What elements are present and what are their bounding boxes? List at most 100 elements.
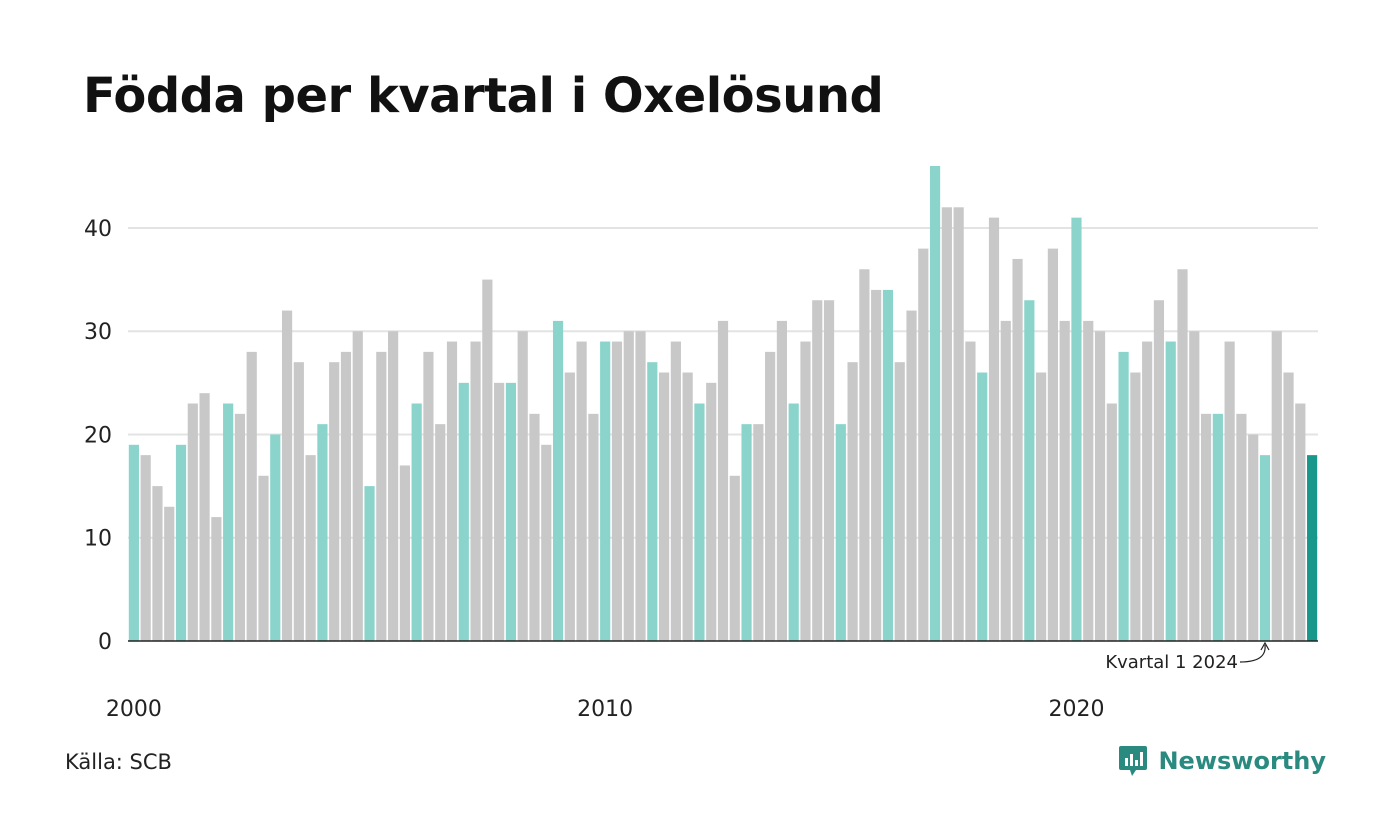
bar (1177, 269, 1188, 641)
bar (281, 310, 293, 641)
bar (906, 310, 917, 641)
bar (694, 403, 705, 641)
bar (941, 207, 952, 641)
bar (458, 382, 469, 641)
bar (965, 341, 976, 641)
bar (1094, 331, 1106, 641)
bar (847, 362, 858, 641)
annotation-label: Kvartal 1 2024 (1105, 652, 1238, 673)
bar (635, 331, 646, 641)
bar (823, 300, 835, 641)
bar (305, 455, 316, 641)
bar (1000, 320, 1011, 641)
bar (623, 331, 634, 641)
axes: 0 10 20 30 40 2000 2010 2020 (84, 217, 1318, 722)
bar (352, 331, 363, 641)
bar (376, 351, 387, 641)
bar (1012, 258, 1023, 641)
bar (588, 413, 599, 641)
bar (600, 341, 611, 641)
bar (340, 351, 352, 641)
bar (564, 372, 575, 641)
bar (1059, 320, 1070, 641)
bar (317, 424, 328, 641)
bar (859, 269, 870, 641)
bar (505, 382, 517, 641)
bar (1236, 413, 1247, 641)
bar (423, 351, 434, 641)
bar (187, 403, 198, 641)
bar (611, 341, 623, 641)
newsworthy-logo-icon (1119, 746, 1148, 776)
bar (364, 486, 375, 641)
bar (776, 320, 788, 641)
bar (1295, 403, 1306, 641)
bar (765, 351, 776, 641)
bar (552, 320, 564, 641)
bar (988, 217, 1000, 641)
bar (258, 475, 269, 641)
bar (977, 372, 988, 641)
bar (894, 362, 905, 641)
bar (741, 424, 752, 641)
bar (293, 362, 304, 641)
bar (1248, 434, 1259, 641)
x-tick-label: 2010 (577, 697, 633, 722)
bar (1118, 351, 1129, 641)
bar (388, 331, 399, 641)
bar (1083, 320, 1094, 641)
bar (647, 362, 658, 641)
bar (199, 393, 210, 641)
bar (435, 424, 446, 641)
bar (812, 300, 823, 641)
bar (329, 362, 340, 641)
x-tick-label: 2000 (106, 697, 162, 722)
bar (576, 341, 587, 641)
y-tick-label: 20 (84, 423, 112, 448)
source-label: Källa: SCB (65, 750, 172, 774)
bar (1130, 372, 1141, 641)
bar (682, 372, 693, 641)
bar (835, 424, 846, 641)
y-tick-label: 10 (84, 527, 112, 552)
bar (411, 403, 422, 641)
y-tick-label: 40 (84, 217, 112, 242)
bar (800, 341, 811, 641)
bar (1153, 300, 1165, 641)
y-tick-label: 0 (98, 630, 112, 655)
bar (1047, 248, 1058, 641)
bar (918, 248, 929, 641)
bar (1259, 455, 1271, 641)
annotation-arrow (1239, 644, 1266, 663)
annotation: Kvartal 1 2024 (1105, 641, 1270, 673)
bar (482, 279, 493, 641)
bar (494, 382, 505, 641)
bar (399, 465, 410, 641)
bar (1106, 403, 1117, 641)
bar (517, 331, 528, 641)
bar (223, 403, 234, 641)
bar (788, 403, 799, 641)
bar (270, 434, 281, 641)
bar (1212, 413, 1223, 641)
annotation-arrowhead (1260, 641, 1270, 651)
bar (706, 382, 717, 641)
bar (1283, 372, 1294, 641)
bar (1189, 331, 1200, 641)
bar (234, 413, 246, 641)
bar (164, 506, 175, 641)
bar (1142, 341, 1153, 641)
bar (128, 444, 139, 641)
brand-name: Newsworthy (1158, 747, 1326, 775)
bar (152, 486, 163, 641)
bar (1307, 455, 1318, 641)
bar (470, 341, 481, 641)
bar (211, 517, 222, 641)
bar (729, 475, 740, 641)
bar (1024, 300, 1035, 641)
bar (529, 413, 540, 641)
bar (175, 444, 187, 641)
bar (541, 444, 552, 641)
bar (717, 320, 729, 641)
bar (871, 289, 882, 641)
